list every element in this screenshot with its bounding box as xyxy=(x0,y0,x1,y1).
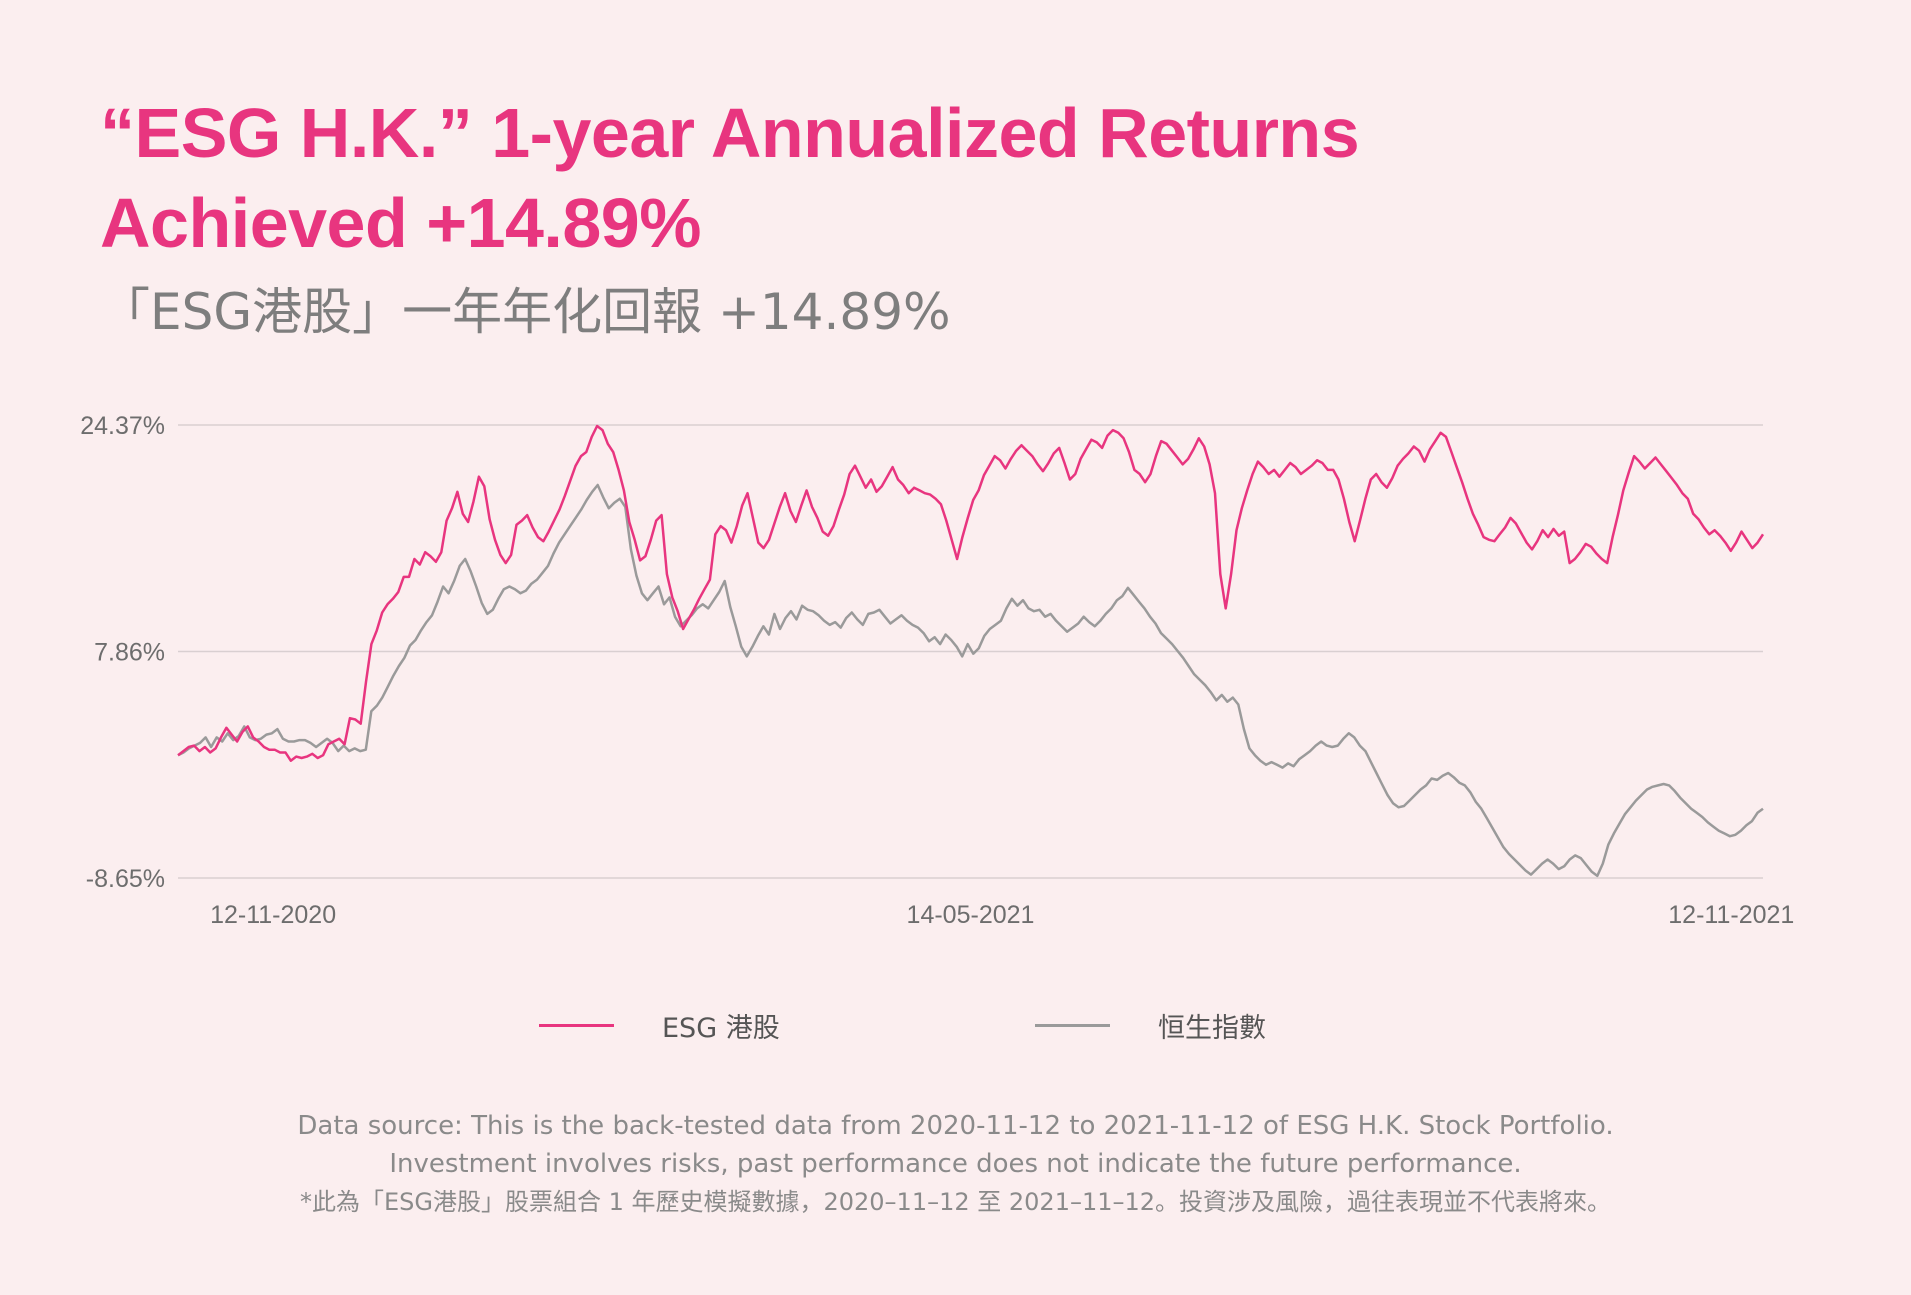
legend-item-esg: ESG 港股 xyxy=(539,1000,780,1050)
footnote-line-1: Data source: This is the back-tested dat… xyxy=(297,1111,1614,1141)
footnote-line-3: *此為「ESG港股」股票組合 1 年歷史模擬數據，2020–11–12 至 20… xyxy=(299,1188,1612,1216)
series-line-esg xyxy=(177,424,1765,762)
x-tick-label-0: 12-11-2020 xyxy=(210,901,336,929)
series-group xyxy=(177,424,1765,878)
legend-swatch-hsi xyxy=(1035,1023,1110,1027)
y-tick-label-0: 24.37% xyxy=(80,412,165,440)
series-line-hsi xyxy=(177,483,1764,878)
footnote-line-2: Investment involves risks, past performa… xyxy=(389,1149,1522,1179)
grid xyxy=(178,424,1763,879)
chart-title-line-2: Achieved +14.89% xyxy=(100,184,701,262)
chart-subtitle: 「ESG港股」一年年化回報 +14.89% xyxy=(100,283,951,341)
legend: ESG 港股 恒生指數 xyxy=(0,1000,1911,1050)
chart-title: “ESG H.K.” 1-year Annualized Returns Ach… xyxy=(100,88,1800,268)
y-tick-label-1: 7.86% xyxy=(94,639,165,667)
legend-label-esg: ESG 港股 xyxy=(662,1012,780,1044)
x-axis: 12-11-2020 14-05-2021 12-11-2021 xyxy=(210,901,1794,929)
legend-swatch-esg xyxy=(539,1023,614,1027)
legend-label-hsi: 恒生指數 xyxy=(1158,1012,1266,1044)
x-tick-label-2: 12-11-2021 xyxy=(1668,901,1794,929)
line-chart: 24.37%7.86%-8.65% 12-11-2020 14-05-2021 12… xyxy=(80,412,1794,929)
chart-title-line-1: “ESG H.K.” 1-year Annualized Returns xyxy=(100,94,1360,172)
footnote: Data source: This is the back-tested dat… xyxy=(0,1107,1911,1221)
y-axis: 24.37% 7.86% -8.65% xyxy=(80,412,165,893)
y-tick-label-2: -8.65% xyxy=(86,865,165,893)
legend-item-hsi: 恒生指數 xyxy=(1035,1000,1266,1050)
x-tick-label-1: 14-05-2021 xyxy=(907,901,1035,929)
